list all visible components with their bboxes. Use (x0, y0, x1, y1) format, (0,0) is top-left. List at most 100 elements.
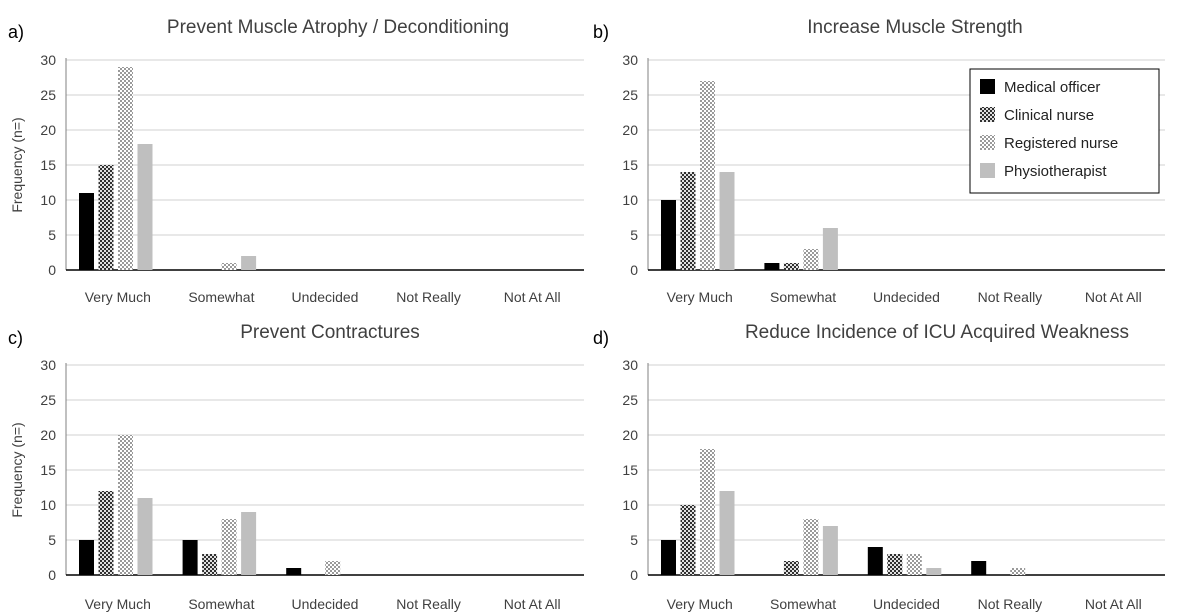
y-tick-label: 15 (40, 462, 56, 478)
y-tick-label: 20 (622, 427, 638, 443)
x-category-label: Very Much (85, 289, 151, 305)
y-tick-label: 5 (630, 532, 638, 548)
panel-label: b) (593, 22, 609, 42)
bar-medical-officer-very-much (79, 540, 94, 575)
x-category-label: Not Really (978, 596, 1043, 612)
bar-registered-nurse-very-much (118, 67, 133, 270)
bar-clinical-nurse-very-much (98, 491, 114, 575)
y-tick-label: 5 (630, 227, 638, 243)
bar-physiotherapist-somewhat (822, 526, 838, 575)
y-tick-label: 30 (622, 357, 638, 373)
bar-medical-officer-not-really (971, 561, 987, 575)
bar-medical-officer-very-much (661, 540, 676, 575)
bar-registered-nurse-somewhat (803, 519, 819, 575)
bar-registered-nurse-undecided (325, 561, 341, 575)
legend-swatch (980, 107, 995, 122)
x-category-label: Somewhat (770, 596, 836, 612)
y-tick-label: 30 (40, 357, 56, 373)
x-category-label: Not At All (504, 289, 561, 305)
bar-medical-officer-somewhat (182, 540, 198, 575)
x-category-label: Somewhat (188, 596, 254, 612)
bar-physiotherapist-somewhat (241, 256, 257, 270)
y-tick-label: 10 (40, 497, 56, 513)
y-axis-label: Frequency (n=) (9, 117, 25, 212)
bar-physiotherapist-very-much (137, 498, 153, 575)
x-category-label: Undecided (292, 289, 359, 305)
y-tick-label: 20 (622, 122, 638, 138)
bar-medical-officer-very-much (79, 193, 94, 270)
bar-physiotherapist-somewhat (241, 512, 257, 575)
y-tick-label: 20 (40, 122, 56, 138)
bar-clinical-nurse-somewhat (202, 554, 218, 575)
x-category-label: Somewhat (188, 289, 254, 305)
legend-swatch (980, 163, 995, 178)
bar-physiotherapist-somewhat (822, 228, 838, 270)
y-tick-label: 25 (622, 87, 638, 103)
bar-physiotherapist-very-much (719, 172, 735, 270)
legend-box (969, 68, 1160, 194)
bar-registered-nurse-undecided (906, 554, 922, 575)
bar-physiotherapist-very-much (719, 491, 735, 575)
chart-title: Increase Muscle Strength (807, 17, 1022, 38)
legend-swatch (980, 79, 995, 94)
chart-panel-4: 0 5 10 15 20 25 30 Very Much Somewhat Undecided No… (593, 322, 1165, 612)
x-category-label: Undecided (873, 596, 940, 612)
chart-title: Prevent Muscle Atrophy / Deconditioning (167, 17, 509, 38)
legend-swatch (980, 135, 995, 150)
y-tick-label: 30 (40, 52, 56, 68)
bar-clinical-nurse-somewhat (783, 561, 799, 575)
y-tick-label: 0 (630, 262, 638, 278)
x-category-label: Not At All (1085, 596, 1142, 612)
x-category-label: Somewhat (770, 289, 836, 305)
legend: Medical officer Clinical nurse Registered … (969, 68, 1160, 194)
legend-entry: Clinical nurse (1004, 107, 1094, 124)
bar-medical-officer-undecided (867, 547, 883, 575)
bar-registered-nurse-somewhat (803, 249, 819, 270)
bar-medical-officer-very-much (661, 200, 676, 270)
x-category-label: Undecided (292, 596, 359, 612)
panel-label: c) (8, 328, 23, 348)
bar-medical-officer-undecided (286, 568, 302, 575)
chart-panel-2: 0 5 10 15 20 25 30 Very Much Somewhat Undecided No… (593, 17, 1165, 305)
x-category-label: Very Much (667, 289, 733, 305)
bar-registered-nurse-very-much (118, 435, 133, 575)
y-tick-label: 0 (630, 567, 638, 583)
chart-title: Prevent Contractures (240, 322, 420, 343)
x-category-label: Not Really (978, 289, 1043, 305)
y-tick-label: 15 (40, 157, 56, 173)
y-tick-label: 30 (622, 52, 638, 68)
y-tick-label: 5 (48, 227, 56, 243)
bar-clinical-nurse-very-much (680, 172, 696, 270)
bar-clinical-nurse-undecided (887, 554, 903, 575)
y-tick-label: 25 (40, 87, 56, 103)
y-tick-label: 15 (622, 462, 638, 478)
bar-physiotherapist-very-much (137, 144, 153, 270)
chart-panel-1: 0 5 10 15 20 25 30 Very Much Somewhat Undecided No… (8, 17, 584, 305)
y-tick-label: 20 (40, 427, 56, 443)
y-tick-label: 10 (40, 192, 56, 208)
y-tick-label: 0 (48, 567, 56, 583)
y-tick-label: 25 (622, 392, 638, 408)
y-tick-label: 5 (48, 532, 56, 548)
y-tick-label: 0 (48, 262, 56, 278)
panel-label: d) (593, 328, 609, 348)
x-category-label: Undecided (873, 289, 940, 305)
y-tick-label: 25 (40, 392, 56, 408)
panel-label: a) (8, 22, 24, 42)
chart-title: Reduce Incidence of ICU Acquired Weaknes… (745, 322, 1129, 343)
y-axis-label: Frequency (n=) (9, 422, 25, 517)
y-tick-label: 10 (622, 497, 638, 513)
bar-physiotherapist-undecided (926, 568, 942, 575)
chart-panel-3: 0 5 10 15 20 25 30 Very Much Somewhat Undecided No… (8, 322, 584, 612)
legend-entry: Physiotherapist (1004, 163, 1107, 180)
y-tick-label: 15 (622, 157, 638, 173)
bar-registered-nurse-very-much (700, 449, 715, 575)
x-category-label: Not Really (396, 596, 461, 612)
x-category-label: Very Much (667, 596, 733, 612)
bar-clinical-nurse-very-much (680, 505, 696, 575)
legend-entry: Medical officer (1004, 79, 1100, 96)
x-category-label: Not At All (504, 596, 561, 612)
bar-registered-nurse-not-really (1010, 568, 1026, 575)
bar-registered-nurse-somewhat (221, 519, 237, 575)
